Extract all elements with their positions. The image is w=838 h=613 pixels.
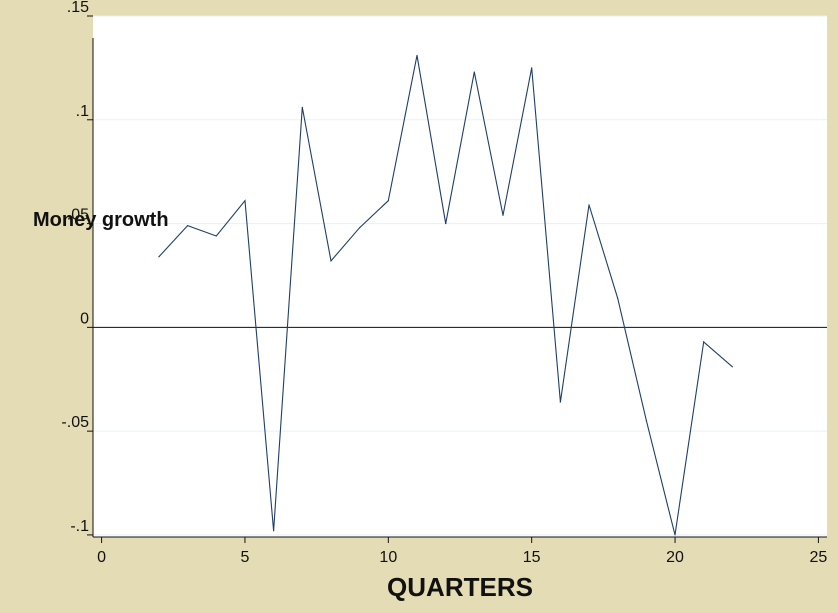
data-point: [215, 235, 217, 237]
data-point: [445, 222, 447, 225]
data-point: [473, 71, 475, 73]
data-point: [244, 200, 246, 202]
y-tick-label: .05: [67, 207, 89, 224]
data-point: [588, 204, 590, 206]
data-point: [273, 530, 275, 532]
x-tick-label: 15: [523, 549, 541, 566]
data-point: [187, 225, 189, 227]
data-point: [531, 67, 533, 69]
data-point: [645, 420, 647, 422]
x-tick-label: 10: [379, 549, 397, 566]
x-tick-label: 0: [97, 549, 106, 566]
y-tick-label: -.1: [70, 518, 89, 535]
data-point: [330, 260, 332, 262]
data-point: [387, 200, 389, 202]
plot-area: [93, 16, 827, 537]
series-layer: [158, 54, 733, 536]
data-point: [674, 534, 676, 536]
ticks-layer: .15 .1 .05 0 -.05 -.1 0 5 10 15 20 25: [61, 0, 827, 566]
data-point: [301, 106, 303, 108]
y-tick-label: -.05: [61, 414, 89, 431]
y-tick-label: .1: [76, 103, 89, 120]
axes-layer: [87, 15, 827, 543]
y-tick-label: 0: [80, 310, 89, 327]
x-axis-title: QUARTERS: [387, 572, 533, 602]
data-point: [559, 401, 561, 403]
x-tick-label: 5: [241, 549, 250, 566]
x-tick-label: 25: [810, 549, 828, 566]
y-axis-title: Money growth: [33, 209, 169, 231]
y-tick-label: .15: [67, 0, 89, 16]
data-point: [731, 366, 733, 368]
x-tick-label: 20: [666, 549, 684, 566]
data-point: [502, 214, 504, 216]
data-point: [158, 256, 160, 258]
data-point: [703, 341, 705, 343]
data-point: [359, 227, 361, 229]
data-point: [617, 297, 619, 299]
data-point: [416, 54, 418, 57]
